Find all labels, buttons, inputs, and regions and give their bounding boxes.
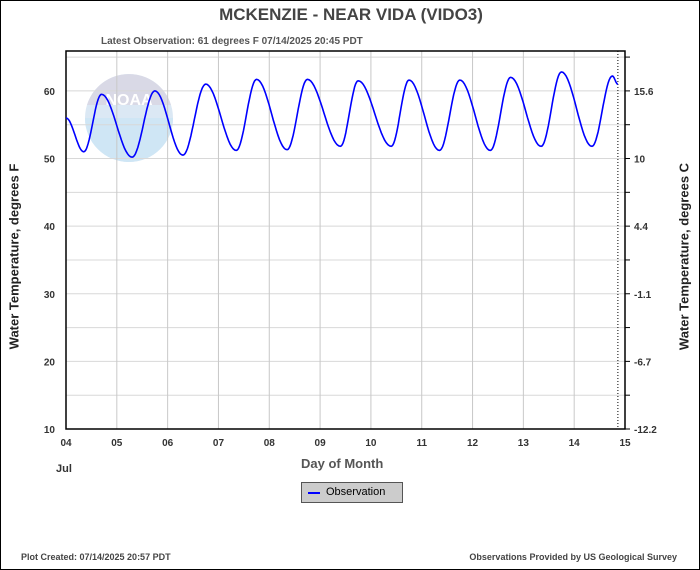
x-tick-label: 08 xyxy=(264,438,276,449)
y2-axis-label: Water Temperature, degrees C xyxy=(676,162,692,351)
x-tick-label: 06 xyxy=(162,438,174,449)
series-line-observation xyxy=(65,71,619,159)
latest-observation: Latest Observation: 61 degrees F 07/14/2… xyxy=(101,36,363,47)
x-tick-label: 09 xyxy=(315,438,327,449)
y2-tick-label: 4.4 xyxy=(634,222,648,233)
plot-border xyxy=(65,50,626,430)
x-tick-label: 15 xyxy=(619,438,631,449)
x-tick-label: 13 xyxy=(518,438,530,449)
chart-title: MCKENZIE - NEAR VIDA (VIDO3) xyxy=(219,5,483,24)
y2-tick-label: 10 xyxy=(634,155,646,166)
x-tick-label: 12 xyxy=(467,438,479,449)
x-axis-label: Day of Month xyxy=(301,456,384,471)
y2-tick-label: -12.2 xyxy=(634,425,657,436)
plot-created: Plot Created: 07/14/2025 20:57 PDT xyxy=(21,552,171,562)
y-tick-label: 30 xyxy=(44,290,56,301)
y2-tick-label: -6.7 xyxy=(634,357,652,368)
y-axis-label: Water Temperature, degrees F xyxy=(6,163,22,350)
y-tick-label: 60 xyxy=(44,87,56,98)
x-tick-label: 04 xyxy=(60,438,72,449)
month-label: Jul xyxy=(56,463,72,475)
data-provider: Observations Provided by US Geological S… xyxy=(469,552,677,562)
x-tick-label: 07 xyxy=(213,438,225,449)
y2-tick-label: 15.6 xyxy=(634,87,654,98)
x-tick-label: 11 xyxy=(416,438,427,449)
x-tick-label: 14 xyxy=(569,438,581,449)
noaa-watermark-text: NOAA xyxy=(105,92,153,109)
y-tick-label: 40 xyxy=(44,222,56,233)
x-tick-label: 10 xyxy=(365,438,377,449)
y-tick-label: 10 xyxy=(44,425,56,436)
x-tick-label: 05 xyxy=(111,438,123,449)
y-tick-label: 20 xyxy=(44,357,56,368)
noaa-watermark-icon xyxy=(85,118,173,162)
legend-label: Observation xyxy=(326,486,386,498)
legend: Observation xyxy=(301,482,403,503)
y-tick-label: 50 xyxy=(44,155,56,166)
y2-tick-label: -1.1 xyxy=(634,290,652,301)
legend-swatch xyxy=(308,492,320,494)
